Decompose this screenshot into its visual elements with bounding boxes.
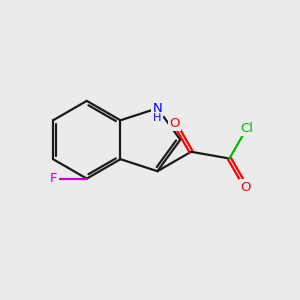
Text: O: O [169, 117, 180, 130]
Text: Cl: Cl [240, 122, 254, 135]
Text: H: H [153, 113, 162, 123]
Text: N: N [153, 102, 162, 115]
Text: O: O [241, 181, 251, 194]
Text: F: F [50, 172, 58, 185]
